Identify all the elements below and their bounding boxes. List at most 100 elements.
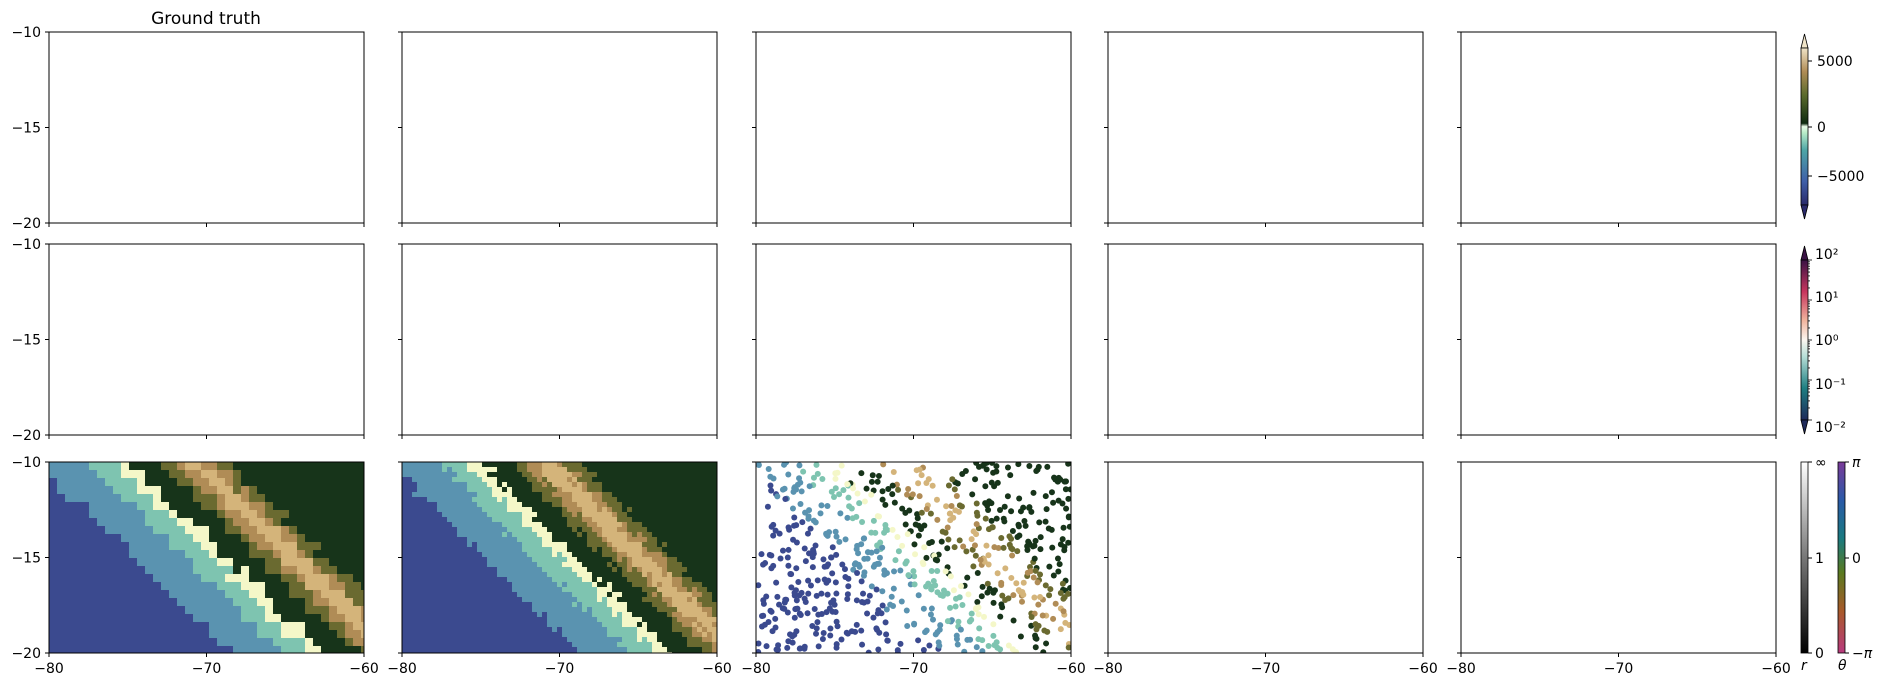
raster-cell [687,552,693,558]
raster-cell [65,518,74,527]
raster-cell [512,472,518,478]
scatter-point [1067,585,1071,592]
scatter-point [866,592,873,599]
raster-cell [467,612,473,618]
raster-cell [692,597,698,603]
raster-cell [169,638,178,647]
raster-cell [422,512,428,518]
raster-cell [582,552,588,558]
raster-cell [587,512,593,518]
raster-cell [607,462,613,468]
raster-cell [527,647,533,653]
raster-cell [602,577,608,583]
raster-cell [217,478,226,487]
scatter-point [955,618,962,625]
raster-cell [361,478,364,487]
raster-cell [313,646,322,653]
raster-cell [249,558,258,567]
raster-cell [407,607,413,613]
raster-cell [462,627,468,633]
raster-cell [647,617,653,623]
raster-cell [432,477,438,483]
raster-cell [472,632,478,638]
raster-cell [642,537,648,543]
raster-cell [592,472,598,478]
raster-cell [57,526,66,535]
raster-cell [647,627,653,633]
raster-cell [241,486,250,495]
raster-cell [617,517,623,523]
scatter-point [811,605,818,612]
raster-cell [482,587,488,593]
raster-cell [467,577,473,583]
raster-cell [522,507,528,513]
scatter-point [807,525,814,532]
axes-frame-r2-c5 [1460,243,1777,436]
scatter-point [797,500,804,507]
raster-cell [407,632,413,638]
raster-cell [562,502,568,508]
scatter-point [818,590,825,597]
raster-cell [617,567,623,573]
raster-cell [657,462,663,468]
raster-cell [177,630,186,639]
raster-cell [512,582,518,588]
raster-cell [217,590,226,599]
raster-cell [249,590,258,599]
raster-cell [412,622,418,628]
raster-cell [129,638,138,647]
raster-cell [682,522,688,528]
scatter-point [1063,505,1070,512]
raster-cell [177,470,186,479]
raster-cell [712,477,718,483]
raster-cell [437,622,443,628]
raster-cell [361,542,364,551]
raster-cell [497,482,503,488]
raster-cell [49,558,58,567]
raster-cell [587,552,593,558]
raster-cell [241,478,250,487]
raster-cell [612,522,618,528]
raster-cell [297,526,306,535]
raster-cell [353,486,362,495]
raster-cell [667,492,673,498]
raster-cell [577,627,583,633]
raster-cell [265,550,274,559]
raster-cell [637,582,643,588]
raster-cell [582,482,588,488]
raster-cell [607,512,613,518]
raster-cell [313,510,322,519]
raster-cell [361,534,364,543]
raster-cell [57,614,66,623]
raster-cell [305,550,314,559]
raster-cell [567,642,573,648]
raster-cell [632,512,638,518]
raster-cell [65,502,74,511]
raster-cell [652,647,658,653]
raster-cell [612,637,618,643]
ground-truth-title: Ground truth [151,9,261,29]
raster-cell [517,567,523,573]
raster-cell [482,592,488,598]
raster-cell [281,526,290,535]
raster-cell [567,477,573,483]
raster-cell [627,547,633,553]
raster-cell [697,532,703,538]
raster-cell [502,592,508,598]
scatter-point [1037,571,1044,578]
raster-cell [672,632,678,638]
raster-cell [422,572,428,578]
raster-cell [353,614,362,623]
raster-cell [273,502,282,511]
raster-cell [225,486,234,495]
raster-cell [672,522,678,528]
raster-cell [105,478,114,487]
raster-cell [517,547,523,553]
raster-cell [337,614,346,623]
scatter-point [1049,544,1056,551]
raster-cell [137,502,146,511]
raster-cell [667,607,673,613]
raster-cell [587,627,593,633]
scatter-point [883,606,890,613]
raster-cell [562,497,568,503]
